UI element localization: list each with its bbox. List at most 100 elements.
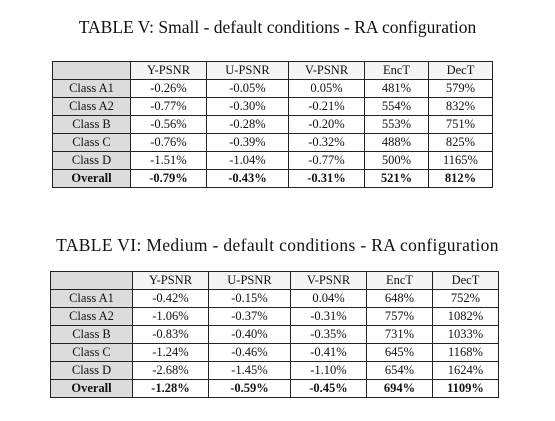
- table-cell: 757%: [366, 307, 433, 326]
- header-row: Y-PSNR U-PSNR V-PSNR EncT DecT: [50, 271, 499, 290]
- column-header: Y-PSNR: [130, 61, 207, 80]
- table-cell: 521%: [364, 169, 429, 188]
- table-cell: -0.20%: [288, 115, 365, 134]
- row-header: Class A1: [52, 79, 131, 98]
- table-cell: 579%: [428, 79, 493, 98]
- table-cell: 1624%: [432, 361, 499, 380]
- table-row: Class B -0.83% -0.40% -0.35% 731% 1033%: [50, 325, 499, 344]
- table-row: Class C -0.76% -0.39% -0.32% 488% 825%: [52, 133, 493, 152]
- row-header: Class A2: [50, 307, 133, 326]
- column-header: V-PSNR: [290, 271, 367, 290]
- table-cell: -1.10%: [290, 361, 367, 380]
- table-cell: 553%: [364, 115, 429, 134]
- table-cell: 500%: [364, 151, 429, 170]
- table-cell: -0.83%: [132, 325, 209, 344]
- table-cell: 1033%: [432, 325, 499, 344]
- table-cell: 648%: [366, 289, 433, 308]
- table-cell: -0.46%: [208, 343, 291, 362]
- column-header: U-PSNR: [206, 61, 289, 80]
- table-cell: -0.15%: [208, 289, 291, 308]
- table-vi-caption-text: TABLE VI: Medium - default conditions - …: [56, 235, 499, 255]
- table-v-caption: TABLE V: Small - default conditions - RA…: [78, 17, 477, 37]
- table-cell: -0.21%: [288, 97, 365, 116]
- table-cell: 554%: [364, 97, 429, 116]
- column-header: EncT: [364, 61, 429, 80]
- table-cell: -0.77%: [130, 97, 207, 116]
- table-cell: 0.05%: [288, 79, 365, 98]
- column-header: Y-PSNR: [132, 271, 209, 290]
- table-cell: -0.32%: [288, 133, 365, 152]
- table-cell: -0.31%: [290, 307, 367, 326]
- row-header: Class C: [52, 133, 131, 152]
- table-cell: 752%: [432, 289, 499, 308]
- corner-cell: [52, 61, 131, 80]
- table-row: Class B -0.56% -0.28% -0.20% 553% 751%: [52, 115, 493, 134]
- row-header: Class D: [50, 361, 133, 380]
- table-vi-caption: TABLE VI: Medium - default conditions - …: [0, 235, 555, 256]
- header-row: Y-PSNR U-PSNR V-PSNR EncT DecT: [52, 61, 493, 80]
- table-cell: 0.04%: [290, 289, 367, 308]
- row-header: Overall: [50, 379, 133, 398]
- overall-row: Overall -0.79% -0.43% -0.31% 521% 812%: [52, 169, 493, 188]
- column-header: U-PSNR: [208, 271, 291, 290]
- row-header: Class C: [50, 343, 133, 362]
- table-row: Class A2 -0.77% -0.30% -0.21% 554% 832%: [52, 97, 493, 116]
- table-cell: 694%: [366, 379, 433, 398]
- table-cell: -0.41%: [290, 343, 367, 362]
- row-header: Overall: [52, 169, 131, 188]
- table-row: Class A1 -0.42% -0.15% 0.04% 648% 752%: [50, 289, 499, 308]
- row-header: Class D: [52, 151, 131, 170]
- table-cell: -0.40%: [208, 325, 291, 344]
- table-cell: -0.31%: [288, 169, 365, 188]
- row-header: Class B: [52, 115, 131, 134]
- table-cell: -0.56%: [130, 115, 207, 134]
- table-cell: 731%: [366, 325, 433, 344]
- table-cell: -1.28%: [132, 379, 209, 398]
- table-row: Class A2 -1.06% -0.37% -0.31% 757% 1082%: [50, 307, 499, 326]
- table-cell: -0.35%: [290, 325, 367, 344]
- table-cell: 812%: [428, 169, 493, 188]
- table-cell: 1165%: [428, 151, 493, 170]
- table-cell: -0.30%: [206, 97, 289, 116]
- table-cell: 825%: [428, 133, 493, 152]
- row-header: Class B: [50, 325, 133, 344]
- row-header: Class A2: [52, 97, 131, 116]
- table-cell: -0.39%: [206, 133, 289, 152]
- table-cell: -1.24%: [132, 343, 209, 362]
- table-cell: 1109%: [432, 379, 499, 398]
- corner-cell: [50, 271, 133, 290]
- column-header: DecT: [428, 61, 493, 80]
- table-cell: -0.76%: [130, 133, 207, 152]
- table-row: Class D -2.68% -1.45% -1.10% 654% 1624%: [50, 361, 499, 380]
- table-vi: Y-PSNR U-PSNR V-PSNR EncT DecT Class A1 …: [50, 271, 499, 398]
- row-header: Class A1: [50, 289, 133, 308]
- table-cell: -1.06%: [132, 307, 209, 326]
- table-cell: 488%: [364, 133, 429, 152]
- table-cell: -0.37%: [208, 307, 291, 326]
- table-cell: 481%: [364, 79, 429, 98]
- table-v: Y-PSNR U-PSNR V-PSNR EncT DecT Class A1 …: [52, 61, 493, 188]
- table-row: Class C -1.24% -0.46% -0.41% 645% 1168%: [50, 343, 499, 362]
- table-cell: 654%: [366, 361, 433, 380]
- table-row: Class A1 -0.26% -0.05% 0.05% 481% 579%: [52, 79, 493, 98]
- table-cell: -0.59%: [208, 379, 291, 398]
- table-cell: -0.05%: [206, 79, 289, 98]
- table-cell: 1168%: [432, 343, 499, 362]
- overall-row: Overall -1.28% -0.59% -0.45% 694% 1109%: [50, 379, 499, 398]
- table-cell: -0.26%: [130, 79, 207, 98]
- table-cell: -0.28%: [206, 115, 289, 134]
- table-cell: 645%: [366, 343, 433, 362]
- column-header: DecT: [432, 271, 499, 290]
- table-row: Class D -1.51% -1.04% -0.77% 500% 1165%: [52, 151, 493, 170]
- table-cell: -0.43%: [206, 169, 289, 188]
- table-cell: 1082%: [432, 307, 499, 326]
- table-cell: -0.45%: [290, 379, 367, 398]
- table-cell: -2.68%: [132, 361, 209, 380]
- table-cell: 832%: [428, 97, 493, 116]
- table-cell: -0.42%: [132, 289, 209, 308]
- table-cell: -1.51%: [130, 151, 207, 170]
- table-cell: -0.79%: [130, 169, 207, 188]
- column-header: V-PSNR: [288, 61, 365, 80]
- column-header: EncT: [366, 271, 433, 290]
- table-cell: -0.77%: [288, 151, 365, 170]
